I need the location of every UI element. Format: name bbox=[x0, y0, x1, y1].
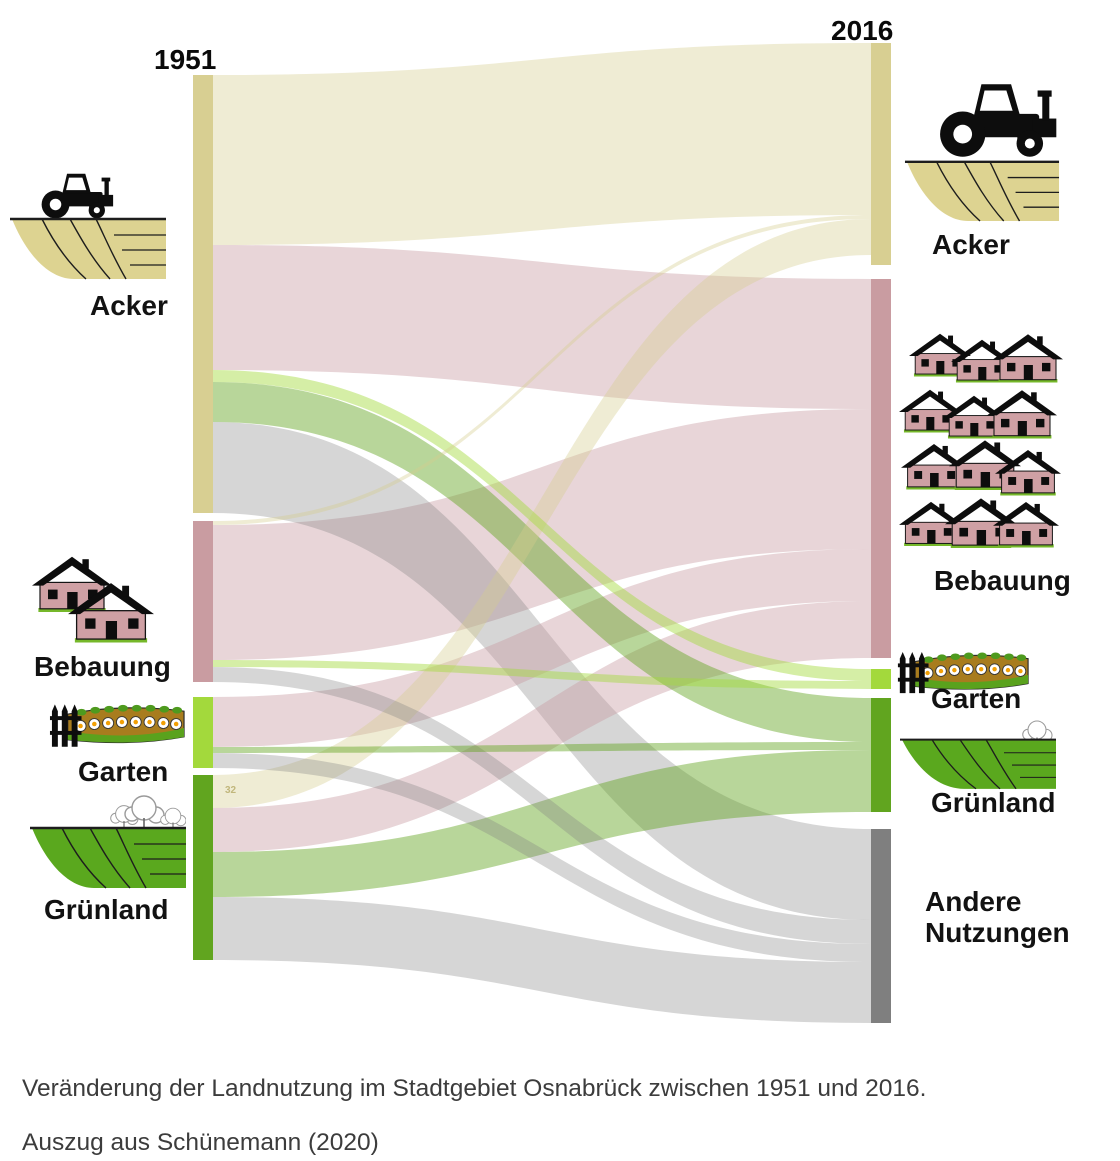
flow-value-label: 32 bbox=[225, 785, 237, 796]
field-icon bbox=[903, 160, 1061, 223]
figure-caption: Veränderung der Landnutzung im Stadtgebi… bbox=[22, 1062, 1102, 1161]
node-bebauung-1951 bbox=[193, 521, 213, 682]
node-gruenland-2016 bbox=[871, 698, 891, 812]
meadow-icon bbox=[28, 826, 186, 890]
flow-garten-to-andere bbox=[213, 753, 871, 962]
label-bebauung-2016: Bebauung bbox=[934, 565, 1071, 596]
label-bebauung-1951: Bebauung bbox=[34, 651, 171, 682]
flow-garten-to-bebauung bbox=[213, 549, 871, 747]
label-andere-nutzungen-2016: Andere Nutzungen bbox=[925, 886, 1095, 948]
node-garten-1951 bbox=[193, 697, 213, 768]
gruenland-icon-left bbox=[28, 795, 186, 890]
bebauung-houses-icon-left bbox=[31, 556, 155, 644]
bebauung-houses-icon-right bbox=[898, 333, 1064, 549]
house-icon bbox=[992, 333, 1064, 384]
acker-field-tractor-icon-left bbox=[8, 173, 168, 281]
flow-acker-to-gruenland bbox=[213, 382, 871, 742]
flow-gruenland-to-andere bbox=[213, 897, 871, 1023]
flow-acker-to-garten bbox=[213, 370, 871, 681]
tractor-icon bbox=[940, 84, 1057, 157]
caption-line-2: Auszug aus Schünemann (2020) bbox=[22, 1129, 379, 1156]
column-header-2016: 2016 bbox=[831, 15, 894, 46]
node-acker-2016 bbox=[871, 43, 891, 265]
label-garten-1951: Garten bbox=[78, 756, 169, 787]
label-acker-1951: Acker bbox=[90, 290, 168, 321]
flow-bebauung-to-andere bbox=[213, 667, 871, 944]
garten-icon-left bbox=[49, 703, 185, 748]
flow-gruenland-to-acker bbox=[213, 219, 871, 808]
acker-field-tractor-icon-right bbox=[903, 84, 1061, 223]
house-icon bbox=[986, 389, 1058, 440]
label-gruenland-1951: Grünland bbox=[44, 894, 169, 925]
flow-bebauung-to-bebauung bbox=[213, 409, 871, 660]
house-icon bbox=[992, 501, 1060, 548]
flow-bebauung-to-acker bbox=[213, 215, 871, 525]
node-acker-1951 bbox=[193, 75, 213, 513]
sankey-chart bbox=[193, 43, 891, 1023]
tree-icon bbox=[160, 807, 186, 829]
flow-acker-to-bebauung bbox=[213, 245, 871, 409]
label-gruenland-2016: Grünland bbox=[931, 787, 1056, 818]
column-header-1951: 1951 bbox=[154, 44, 217, 75]
field-icon bbox=[8, 217, 168, 281]
node-gruenland-1951 bbox=[193, 775, 213, 960]
node-garten-2016 bbox=[871, 669, 891, 689]
flow-garten-to-gruenland bbox=[213, 742, 871, 753]
label-acker-2016: Acker bbox=[932, 229, 1010, 260]
tractor-icon bbox=[41, 173, 114, 219]
label-garten-2016: Garten bbox=[931, 683, 1022, 714]
gruenland-icon-right bbox=[898, 720, 1058, 790]
label-andere-line2: Nutzungen bbox=[925, 917, 1070, 948]
caption-line-1: Veränderung der Landnutzung im Stadtgebi… bbox=[22, 1075, 927, 1102]
flow-bebauung-to-garten bbox=[213, 660, 871, 689]
label-andere-line1: Andere bbox=[925, 886, 1022, 917]
flow-acker-to-andere bbox=[213, 422, 871, 920]
node-andere-2016 bbox=[871, 829, 891, 1023]
house-icon bbox=[31, 556, 113, 613]
node-bebauung-2016 bbox=[871, 279, 891, 658]
garden-fence-flowers-icon bbox=[49, 703, 185, 748]
flow-gruenland-to-gruenland bbox=[213, 750, 871, 897]
flow-gruenland-to-bebauung bbox=[213, 601, 871, 852]
meadow-icon bbox=[898, 738, 1058, 790]
flow-acker-to-acker bbox=[213, 43, 871, 245]
